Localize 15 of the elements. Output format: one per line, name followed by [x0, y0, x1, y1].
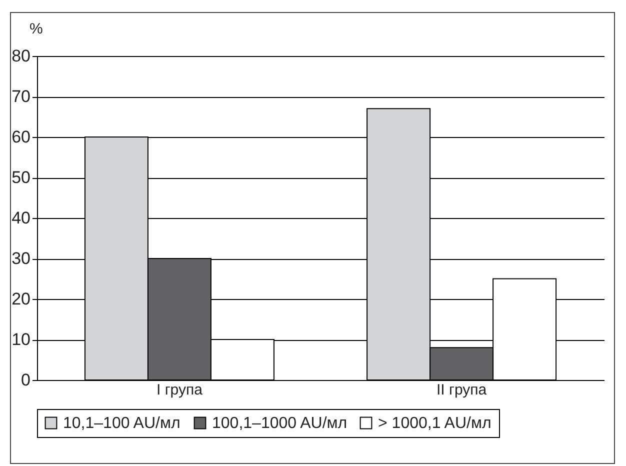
- y-tick-label: 40: [12, 208, 30, 228]
- y-tick-label: 80: [12, 46, 30, 66]
- legend-label: > 1000,1 AU/мл: [378, 415, 492, 432]
- legend-label: 100,1–1000 AU/мл: [212, 415, 348, 432]
- y-tick-label: 10: [12, 330, 30, 349]
- y-tick-label: 60: [12, 128, 30, 146]
- x-tick-label: I група: [156, 382, 204, 398]
- y-axis-title: %: [30, 20, 43, 38]
- legend-label: 10,1–100 AU/мл: [63, 415, 180, 432]
- y-tick-label: 20: [12, 290, 30, 308]
- x-tick-label: II група: [436, 382, 488, 398]
- y-tick-label: 50: [12, 168, 30, 187]
- y-tick-label: 30: [12, 249, 30, 268]
- y-tick-label: 70: [12, 87, 30, 106]
- y-tick-label: 0: [21, 370, 30, 390]
